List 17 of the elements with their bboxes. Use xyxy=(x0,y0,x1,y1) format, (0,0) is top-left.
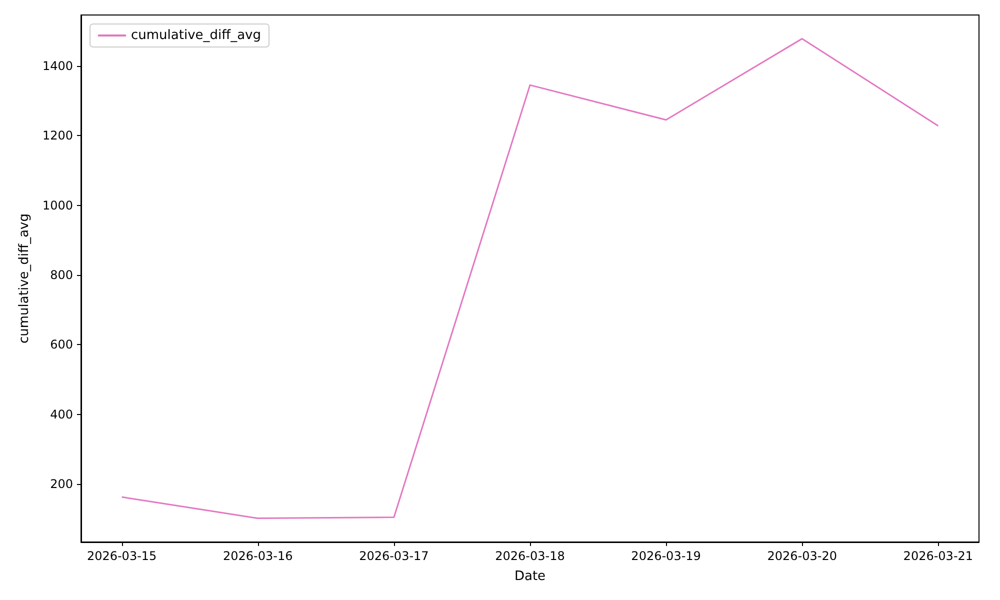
x-tick-label: 2026-03-19 xyxy=(631,549,701,563)
x-tick-label: 2026-03-16 xyxy=(223,549,293,563)
x-tick-label: 2026-03-18 xyxy=(495,549,565,563)
y-tick-label: 1000 xyxy=(42,198,73,212)
y-tick-label: 400 xyxy=(50,407,73,422)
x-tick-label: 2026-03-21 xyxy=(903,549,974,563)
y-tick-label: 600 xyxy=(50,338,73,352)
y-axis-title: cumulative_diff_avg xyxy=(17,214,32,344)
x-tick-label: 2026-03-15 xyxy=(86,549,157,563)
x-axis-title: Date xyxy=(514,569,546,584)
y-tick-label: 200 xyxy=(50,477,73,492)
x-tick-label: 2026-03-20 xyxy=(767,549,837,563)
legend-label: cumulative_diff_avg xyxy=(131,28,261,43)
y-tick-label: 1400 xyxy=(42,58,73,73)
x-tick-label: 2026-03-17 xyxy=(359,549,429,563)
y-tick-label: 1200 xyxy=(42,128,73,143)
y-tick-label: 800 xyxy=(50,268,73,282)
